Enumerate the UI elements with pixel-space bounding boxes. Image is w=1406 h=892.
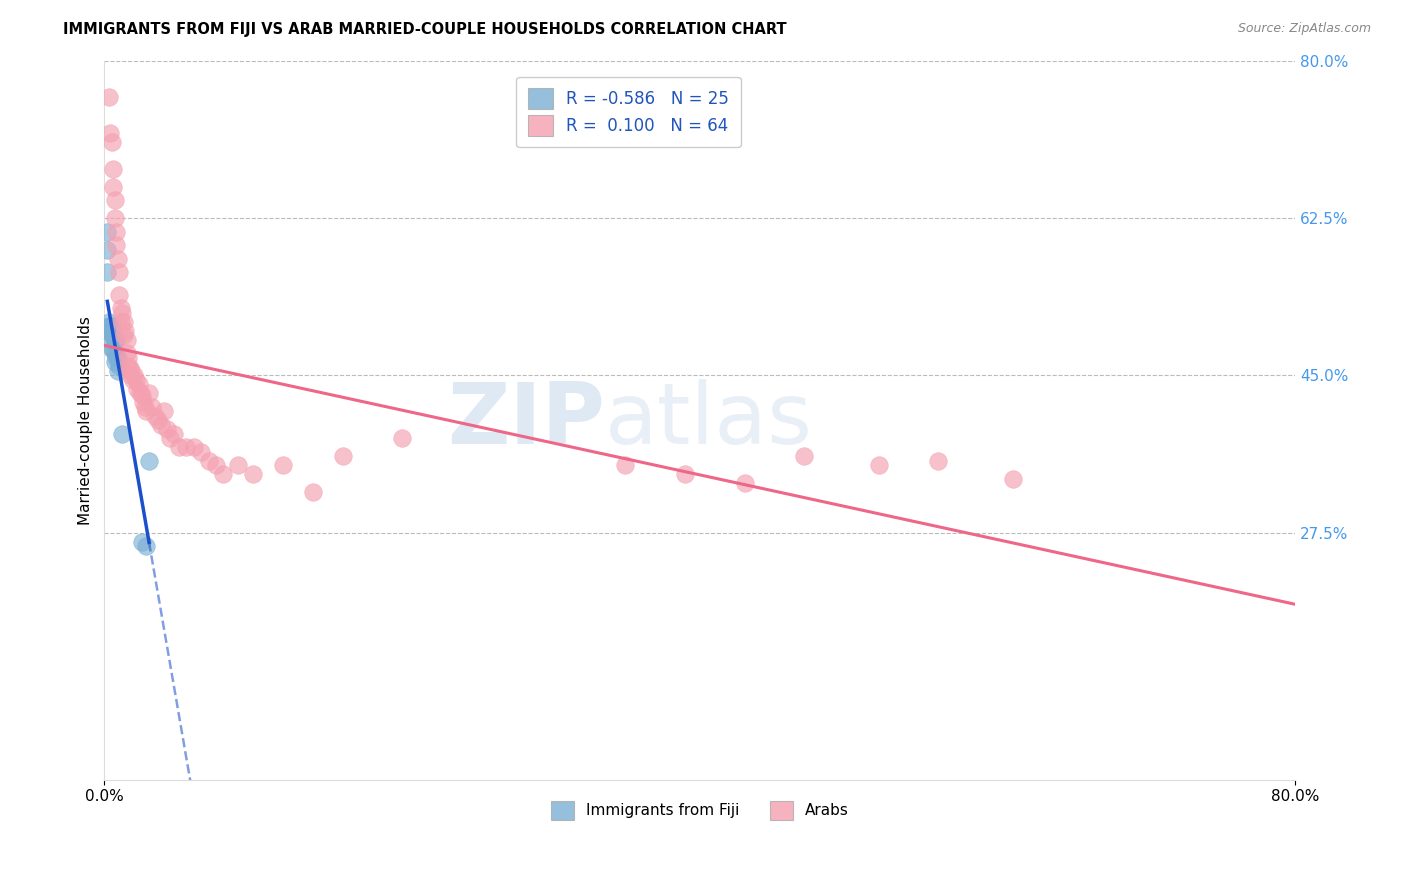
Point — [332, 450, 354, 464]
Point — [103, 161, 125, 176]
Point — [118, 368, 141, 383]
Point — [190, 445, 212, 459]
Point — [104, 355, 127, 369]
Point — [163, 426, 186, 441]
Point — [112, 328, 135, 343]
Point — [105, 333, 128, 347]
Point — [108, 287, 131, 301]
Point — [156, 422, 179, 436]
Text: IMMIGRANTS FROM FIJI VS ARAB MARRIED-COUPLE HOUSEHOLDS CORRELATION CHART: IMMIGRANTS FROM FIJI VS ARAB MARRIED-COU… — [63, 22, 787, 37]
Point — [197, 454, 219, 468]
Point — [103, 342, 125, 356]
Point — [107, 364, 129, 378]
Point — [105, 225, 128, 239]
Legend: Immigrants from Fiji, Arabs: Immigrants from Fiji, Arabs — [544, 795, 855, 826]
Point — [98, 324, 121, 338]
Point — [138, 454, 160, 468]
Point — [120, 364, 142, 378]
Point — [121, 373, 143, 387]
Point — [141, 400, 163, 414]
Point — [96, 225, 118, 239]
Point — [131, 388, 153, 402]
Point — [673, 467, 696, 482]
Point — [97, 315, 120, 329]
Point — [205, 458, 228, 473]
Point — [98, 333, 121, 347]
Point — [124, 373, 146, 387]
Point — [391, 431, 413, 445]
Point — [793, 450, 815, 464]
Point — [127, 382, 149, 396]
Point — [149, 417, 172, 432]
Point — [115, 333, 138, 347]
Point — [104, 194, 127, 208]
Point — [734, 476, 756, 491]
Point — [117, 359, 139, 374]
Point — [868, 458, 890, 473]
Point — [134, 400, 156, 414]
Point — [135, 539, 157, 553]
Point — [111, 305, 134, 319]
Point — [228, 458, 250, 473]
Point — [98, 319, 121, 334]
Point — [103, 328, 125, 343]
Point — [114, 324, 136, 338]
Point — [96, 265, 118, 279]
Point — [167, 440, 190, 454]
Point — [96, 243, 118, 257]
Point — [111, 426, 134, 441]
Point — [108, 359, 131, 374]
Point — [107, 351, 129, 365]
Point — [97, 319, 120, 334]
Point — [146, 413, 169, 427]
Point — [129, 386, 152, 401]
Point — [103, 179, 125, 194]
Point — [614, 458, 637, 473]
Point — [110, 315, 132, 329]
Point — [153, 404, 176, 418]
Point — [1001, 472, 1024, 486]
Point — [101, 135, 124, 149]
Point — [117, 351, 139, 365]
Point — [122, 368, 145, 383]
Point — [105, 351, 128, 365]
Point — [143, 409, 166, 423]
Point — [104, 211, 127, 226]
Point — [212, 467, 235, 482]
Point — [174, 440, 197, 454]
Point — [183, 440, 205, 454]
Point — [101, 342, 124, 356]
Text: ZIP: ZIP — [447, 379, 605, 462]
Point — [110, 301, 132, 315]
Point — [112, 315, 135, 329]
Point — [104, 346, 127, 360]
Point — [97, 90, 120, 104]
Point — [128, 377, 150, 392]
Point — [98, 126, 121, 140]
Point — [108, 265, 131, 279]
Text: atlas: atlas — [605, 379, 813, 462]
Point — [301, 485, 323, 500]
Point — [242, 467, 264, 482]
Point — [131, 534, 153, 549]
Point — [135, 404, 157, 418]
Point — [138, 386, 160, 401]
Point — [104, 333, 127, 347]
Y-axis label: Married-couple Households: Married-couple Households — [79, 316, 93, 524]
Point — [927, 454, 949, 468]
Text: Source: ZipAtlas.com: Source: ZipAtlas.com — [1237, 22, 1371, 36]
Point — [132, 395, 155, 409]
Point — [101, 328, 124, 343]
Point — [118, 361, 141, 376]
Point — [115, 346, 138, 360]
Point — [159, 431, 181, 445]
Point — [105, 238, 128, 252]
Point — [107, 252, 129, 266]
Point — [271, 458, 294, 473]
Point — [101, 319, 124, 334]
